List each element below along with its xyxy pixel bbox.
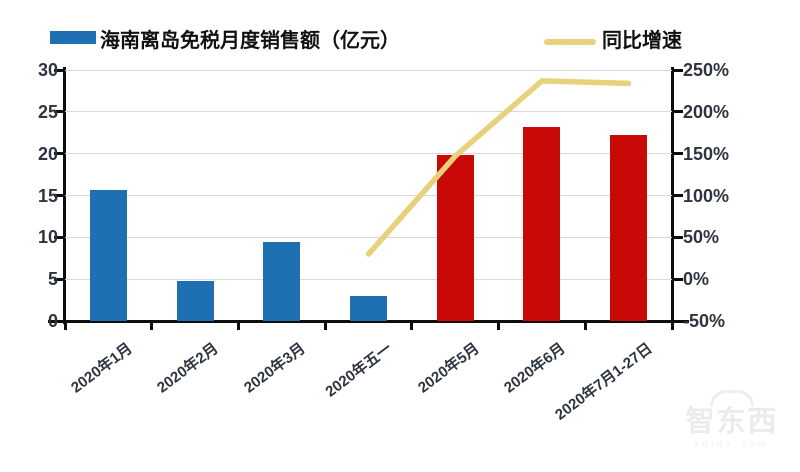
bar-2020年1月 (89, 190, 127, 321)
right-axis-tick-label: 150% (683, 143, 730, 164)
left-axis-tick-label: 15 (37, 185, 58, 206)
left-axis-tick-label: 30 (37, 60, 58, 80)
left-axis-tick-label: 5 (47, 269, 58, 290)
right-axis-tick (672, 194, 683, 197)
right-axis-tick-label: 50% (683, 227, 720, 248)
right-axis-tick (672, 319, 683, 323)
gridline (65, 195, 672, 196)
gridline (65, 111, 672, 113)
gridline (65, 278, 672, 280)
watermark: 智东西 zhidx.com (664, 390, 800, 449)
left-axis-tick (54, 110, 65, 114)
left-axis-tick-label: 25 (37, 101, 58, 122)
gridline (65, 69, 672, 71)
yoy-growth-line (365, 78, 632, 257)
left-axis-tick (54, 68, 65, 72)
bar-series-swatch (50, 31, 96, 44)
x-axis-tick (323, 321, 327, 330)
x-axis-tick (497, 321, 501, 330)
right-axis-tick (672, 110, 683, 114)
left-axis-tick (54, 152, 65, 156)
left-axis-tick-label: 10 (37, 227, 58, 248)
bar-2020年5月 (436, 155, 474, 321)
left-axis-tick (54, 235, 65, 239)
right-axis-tick (672, 277, 683, 281)
left-axis-tick (54, 277, 65, 281)
watermark-domain: zhidx.com (693, 439, 771, 449)
x-axis-tick (583, 321, 587, 330)
x-axis-tick (410, 321, 414, 330)
left-axis-tick-label: 0 (47, 311, 58, 331)
watermark-arc-icon (710, 390, 754, 406)
right-axis-tick-label: 250% (683, 60, 730, 80)
gridline (65, 236, 672, 238)
left-axis-tick (54, 194, 65, 197)
right-axis-tick-label: 200% (683, 101, 730, 122)
bar-2020年2月 (176, 280, 214, 321)
bar-2020年3月 (263, 242, 301, 321)
right-axis-tick-label: 100% (683, 185, 730, 206)
right-axis-tick (672, 68, 683, 72)
gridline (65, 153, 672, 155)
line-series-swatch (544, 39, 596, 45)
x-axis-tick (150, 321, 154, 330)
watermark-brand: 智东西 (685, 406, 779, 438)
right-axis-tick (672, 235, 683, 239)
right-axis-tick (672, 152, 683, 156)
left-axis-tick (54, 319, 65, 323)
x-axis-line (48, 320, 689, 323)
line-series-label: 同比增速 (602, 30, 682, 52)
bar-2020年7月1-27日 (610, 135, 648, 321)
x-axis-tick (236, 321, 240, 330)
bar-2020年五一 (350, 295, 387, 321)
x-axis-tick (670, 321, 674, 330)
bar-2020年6月 (523, 126, 561, 321)
left-axis-tick-label: 20 (37, 143, 58, 164)
x-axis-tick (63, 321, 67, 330)
right-axis-tick-label: 0% (683, 269, 710, 290)
bar-series-label: 海南离岛免税月度销售额（亿元） (100, 30, 400, 52)
right-axis-tick-label: -50% (683, 311, 726, 331)
